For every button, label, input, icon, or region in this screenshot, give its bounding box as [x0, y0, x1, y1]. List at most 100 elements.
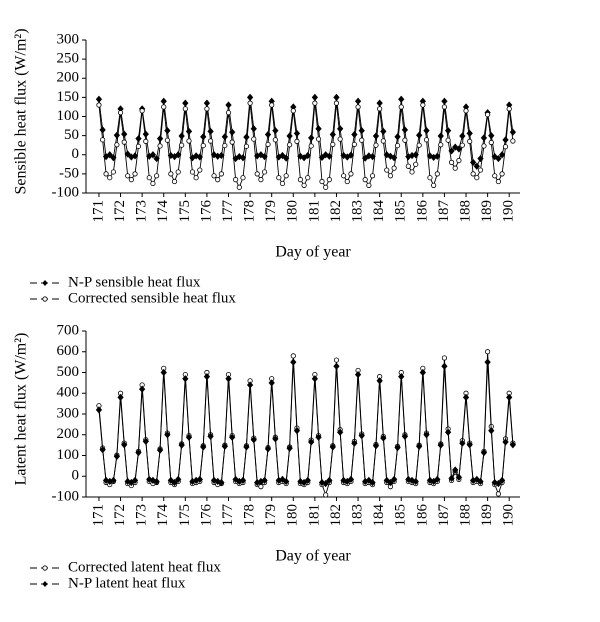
marker	[106, 151, 113, 159]
marker	[135, 135, 142, 143]
marker	[510, 138, 516, 144]
marker	[405, 163, 411, 169]
marker	[243, 443, 250, 451]
marker	[344, 178, 350, 185]
marker	[117, 393, 124, 402]
marker	[258, 177, 264, 183]
marker	[330, 141, 336, 148]
marker	[110, 169, 117, 175]
marker	[221, 133, 228, 141]
marker	[485, 111, 491, 118]
x-tick-label: 178	[242, 200, 258, 223]
marker	[156, 446, 164, 454]
marker	[185, 127, 193, 136]
marker	[99, 126, 106, 134]
marker	[366, 182, 372, 188]
marker	[437, 132, 444, 140]
marker	[131, 152, 139, 160]
marker	[398, 95, 405, 103]
marker	[462, 393, 470, 402]
marker	[182, 106, 188, 112]
y-tick-label: 150	[57, 89, 80, 105]
marker	[221, 442, 228, 450]
marker	[323, 184, 329, 190]
marker	[254, 171, 260, 177]
x-tick-label: 171	[90, 200, 106, 223]
marker	[218, 478, 225, 487]
marker	[495, 479, 502, 488]
marker	[207, 432, 214, 441]
y-axis-label: Latent heat flux (W/m²)	[13, 333, 30, 486]
marker	[354, 97, 362, 105]
marker	[372, 132, 380, 140]
marker	[401, 432, 409, 441]
marker	[149, 151, 157, 159]
marker	[416, 131, 423, 139]
x-tick-label: 171	[90, 504, 106, 527]
x-tick-label: 185	[393, 504, 409, 527]
marker	[107, 175, 113, 181]
marker	[380, 434, 387, 442]
marker	[185, 433, 193, 441]
marker	[171, 178, 178, 185]
marker	[455, 145, 463, 153]
marker	[215, 177, 221, 183]
marker	[301, 182, 307, 188]
marker	[157, 143, 163, 149]
marker	[376, 99, 383, 107]
marker	[135, 448, 142, 457]
y-tick-label: -100	[52, 488, 80, 504]
marker	[293, 426, 301, 435]
marker	[509, 441, 517, 449]
marker	[103, 171, 109, 177]
marker	[444, 127, 452, 135]
marker	[286, 444, 293, 452]
marker	[308, 143, 314, 149]
marker	[329, 443, 336, 451]
marker	[452, 466, 459, 474]
x-tick-label: 172	[112, 200, 128, 223]
marker	[477, 477, 484, 486]
marker	[441, 104, 448, 110]
x-tick-label: 183	[349, 200, 365, 223]
marker	[168, 171, 174, 177]
marker	[128, 177, 134, 183]
marker	[279, 475, 286, 483]
x-tick-label: 175	[177, 504, 193, 527]
marker	[160, 97, 167, 105]
marker	[473, 162, 480, 170]
marker	[124, 150, 131, 158]
marker	[358, 431, 365, 440]
x-tick-label: 173	[134, 504, 150, 527]
y-tick-label: 700	[57, 322, 80, 338]
marker	[502, 144, 509, 150]
marker	[459, 142, 465, 148]
y-tick-label: 100	[57, 108, 80, 124]
marker	[488, 132, 495, 140]
x-tick-label: 175	[177, 200, 193, 223]
marker	[492, 173, 498, 179]
marker	[164, 137, 171, 143]
legend-label: Corrected latent heat flux	[68, 559, 221, 575]
marker	[178, 441, 185, 449]
marker	[408, 476, 416, 485]
y-tick-label: 200	[57, 426, 80, 442]
marker	[394, 133, 401, 141]
marker	[113, 452, 121, 460]
marker	[250, 436, 257, 444]
x-tick-label: 187	[436, 504, 452, 527]
marker	[369, 153, 376, 161]
x-tick-label: 186	[414, 504, 430, 527]
marker	[506, 106, 512, 112]
series-line	[98, 362, 514, 485]
y-tick-label: -100	[52, 184, 80, 200]
marker	[110, 476, 117, 485]
x-tick-label: 181	[306, 504, 322, 527]
marker	[319, 178, 325, 185]
marker	[495, 178, 502, 185]
marker	[326, 476, 333, 485]
marker	[96, 102, 102, 108]
marker	[146, 175, 152, 181]
marker	[272, 435, 279, 443]
legend-label: N-P sensible heat flux	[68, 274, 201, 290]
